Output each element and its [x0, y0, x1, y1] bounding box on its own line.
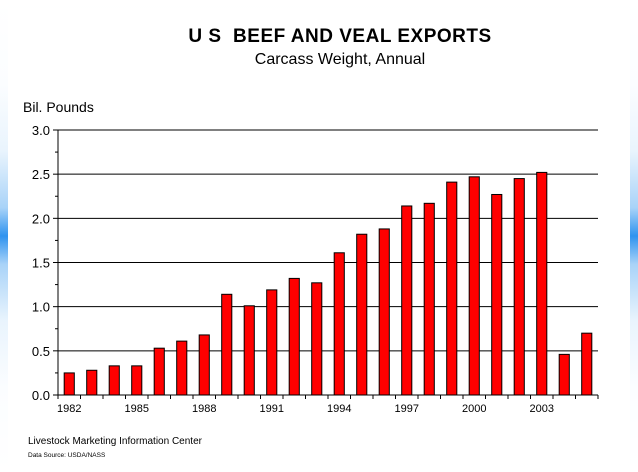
bar	[63, 372, 75, 396]
bar	[536, 171, 548, 396]
y-tick-label: 3.0	[32, 123, 50, 138]
bar	[266, 289, 278, 396]
bar	[198, 334, 210, 396]
bar	[513, 178, 525, 396]
x-tick-label: 1994	[327, 403, 351, 415]
bar	[558, 353, 570, 396]
bar	[423, 202, 435, 396]
bar	[378, 228, 390, 396]
x-tick-label: 1982	[57, 403, 81, 415]
bar	[333, 252, 345, 396]
bar	[221, 293, 233, 396]
x-tick-label: 1991	[260, 403, 284, 415]
bar	[356, 233, 368, 396]
x-tick-label: 1985	[125, 403, 149, 415]
footer-data-source: Data Source: USDA/NASS	[28, 452, 106, 459]
bar	[468, 176, 480, 396]
x-tick-label: 2003	[530, 403, 554, 415]
x-tick-label: 1997	[395, 403, 419, 415]
bar	[243, 305, 255, 396]
x-tick-label: 2000	[462, 403, 486, 415]
bar	[153, 347, 165, 396]
y-tick-label: 2.0	[32, 211, 50, 226]
y-axis-label: Bil. Pounds	[23, 99, 94, 115]
bar	[401, 205, 413, 396]
y-tick-label: 2.5	[32, 167, 50, 182]
bar	[581, 332, 593, 396]
bar	[446, 181, 458, 396]
bar	[108, 365, 120, 396]
y-tick-label: 0.5	[32, 344, 50, 359]
bar	[86, 369, 98, 396]
bar	[311, 282, 323, 396]
y-tick-label: 1.0	[32, 300, 50, 315]
chart-title: U S BEEF AND VEAL EXPORTS	[188, 26, 492, 47]
bar	[131, 365, 143, 396]
x-tick-label: 1988	[192, 403, 216, 415]
y-tick-label: 1.5	[32, 256, 50, 271]
chart-subtitle: Carcass Weight, Annual	[254, 51, 426, 68]
bar	[288, 277, 300, 396]
y-tick-label: 0.0	[32, 388, 50, 403]
footer-source-org: Livestock Marketing Information Center	[28, 436, 202, 447]
bar	[176, 340, 188, 396]
bar	[491, 193, 503, 396]
